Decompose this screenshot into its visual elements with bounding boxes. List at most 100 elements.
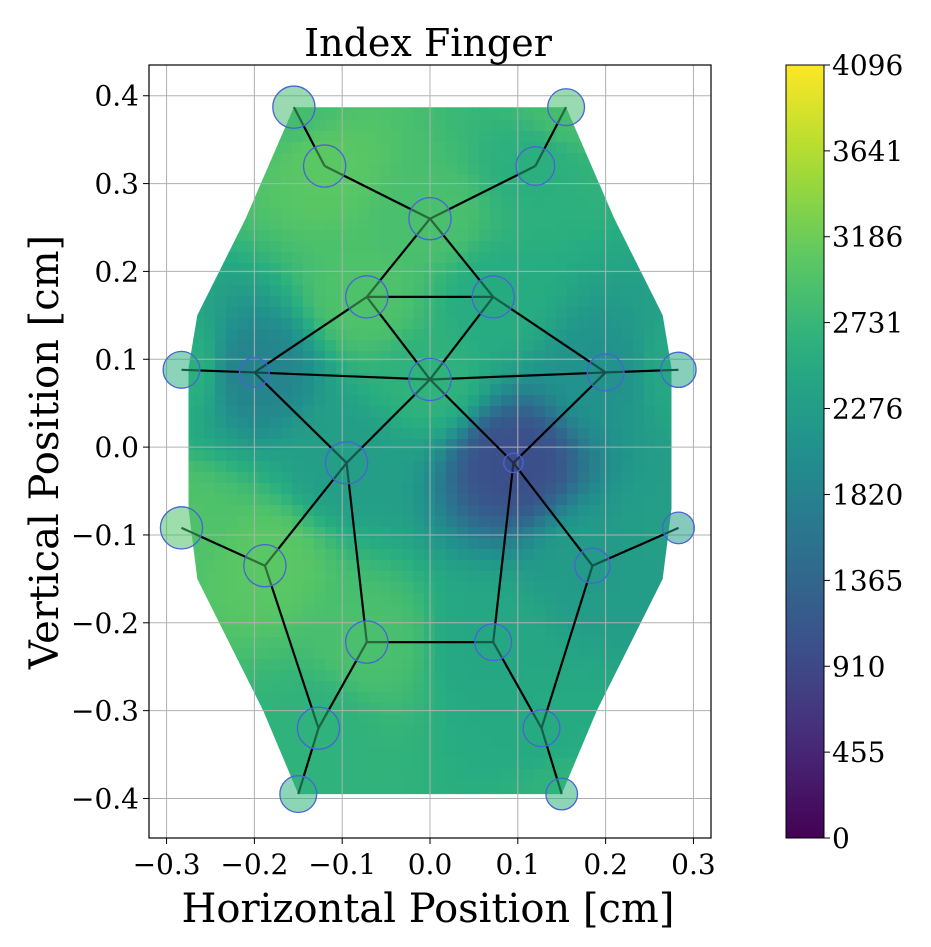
heatmap-cell <box>446 615 458 627</box>
heatmap-cell <box>468 758 480 770</box>
heatmap-cell <box>523 615 535 627</box>
heatmap-cell <box>391 230 403 242</box>
heatmap-cell <box>215 428 227 440</box>
heatmap-cell <box>479 582 491 594</box>
heatmap-cell <box>468 571 480 583</box>
heatmap-cell <box>523 472 535 484</box>
heatmap-cell <box>479 395 491 407</box>
heatmap-cell <box>710 142 722 154</box>
heatmap-cell <box>589 417 601 429</box>
heatmap-cell <box>391 703 403 715</box>
heatmap-cell <box>479 417 491 429</box>
heatmap-cell <box>391 208 403 220</box>
heatmap-cell <box>413 439 425 451</box>
heatmap-cell <box>435 692 447 704</box>
heatmap-cell <box>611 417 623 429</box>
heatmap-cell <box>314 318 326 330</box>
heatmap-cell <box>534 461 546 473</box>
heatmap-cell <box>457 494 469 506</box>
heatmap-cell <box>457 692 469 704</box>
heatmap-cell <box>710 263 722 275</box>
heatmap-cell <box>468 516 480 528</box>
heatmap-cell <box>380 648 392 660</box>
heatmap-cell <box>589 626 601 638</box>
heatmap-cell <box>644 307 656 319</box>
heatmap-cell <box>710 813 722 825</box>
heatmap-cell <box>567 362 579 374</box>
heatmap-cell <box>457 703 469 715</box>
heatmap-cell <box>556 494 568 506</box>
heatmap-cell <box>545 230 557 242</box>
heatmap-cell <box>259 648 271 660</box>
heatmap-cell <box>391 593 403 605</box>
heatmap-cell <box>589 527 601 539</box>
heatmap-cell <box>655 373 667 385</box>
heatmap-cell <box>710 692 722 704</box>
heatmap-cell <box>457 263 469 275</box>
heatmap-cell <box>314 692 326 704</box>
heatmap-cell <box>292 428 304 440</box>
heatmap-cell <box>281 252 293 264</box>
heatmap-cell <box>655 439 667 451</box>
heatmap-cell <box>237 538 249 550</box>
sensor-marker <box>662 511 695 545</box>
heatmap-cell <box>380 527 392 539</box>
heatmap-cell <box>545 582 557 594</box>
heatmap-cell <box>534 219 546 231</box>
heatmap-cell <box>193 329 205 341</box>
heatmap-cell <box>523 626 535 638</box>
heatmap-cell <box>589 406 601 418</box>
heatmap-cell <box>622 340 634 352</box>
heatmap-cell <box>369 450 381 462</box>
heatmap-cell <box>358 107 370 110</box>
heatmap-cell <box>490 582 502 594</box>
sensor-marker <box>586 353 625 392</box>
heatmap-cell <box>567 197 579 209</box>
heatmap-cell <box>369 582 381 594</box>
heatmap-cell <box>710 153 722 165</box>
heatmap-cell <box>248 472 260 484</box>
heatmap-cell <box>710 505 722 517</box>
heatmap-cell <box>325 571 337 583</box>
heatmap-cell <box>644 362 656 374</box>
heatmap-cell <box>237 307 249 319</box>
heatmap-cell <box>204 527 216 539</box>
heatmap-cell <box>325 758 337 770</box>
heatmap-cell <box>259 703 271 715</box>
heatmap-cell <box>204 340 216 352</box>
heatmap-cell <box>567 538 579 550</box>
heatmap-cell <box>468 274 480 286</box>
heatmap-cell <box>413 615 425 627</box>
heatmap-cell <box>237 637 249 649</box>
heatmap-cell <box>391 417 403 429</box>
heatmap-cell <box>534 395 546 407</box>
heatmap-cell <box>501 318 513 330</box>
heatmap-cell <box>534 505 546 517</box>
heatmap-cell <box>369 725 381 737</box>
heatmap-cell <box>259 681 271 693</box>
heatmap-cell <box>578 637 590 649</box>
heatmap-cell <box>248 659 260 671</box>
heatmap-cell <box>270 450 282 462</box>
heatmap-cell <box>523 527 535 539</box>
heatmap-cell <box>479 439 491 451</box>
heatmap-cell <box>226 252 238 264</box>
heatmap-cell <box>413 274 425 286</box>
heatmap-cell <box>446 505 458 517</box>
heatmap-cell <box>545 758 557 770</box>
heatmap-cell <box>259 483 271 495</box>
heatmap-cell <box>490 747 502 759</box>
heatmap-cell <box>303 527 315 539</box>
heatmap-cell <box>567 417 579 429</box>
heatmap-cell <box>292 450 304 462</box>
heatmap-cell <box>391 274 403 286</box>
heatmap-cell <box>556 164 568 176</box>
heatmap-cell <box>578 483 590 495</box>
heatmap-cell <box>281 296 293 308</box>
heatmap-cell <box>380 758 392 770</box>
heatmap-cell <box>435 615 447 627</box>
heatmap-cell <box>380 725 392 737</box>
heatmap-cell <box>523 340 535 352</box>
heatmap-cell <box>303 538 315 550</box>
heatmap-cell <box>237 472 249 484</box>
